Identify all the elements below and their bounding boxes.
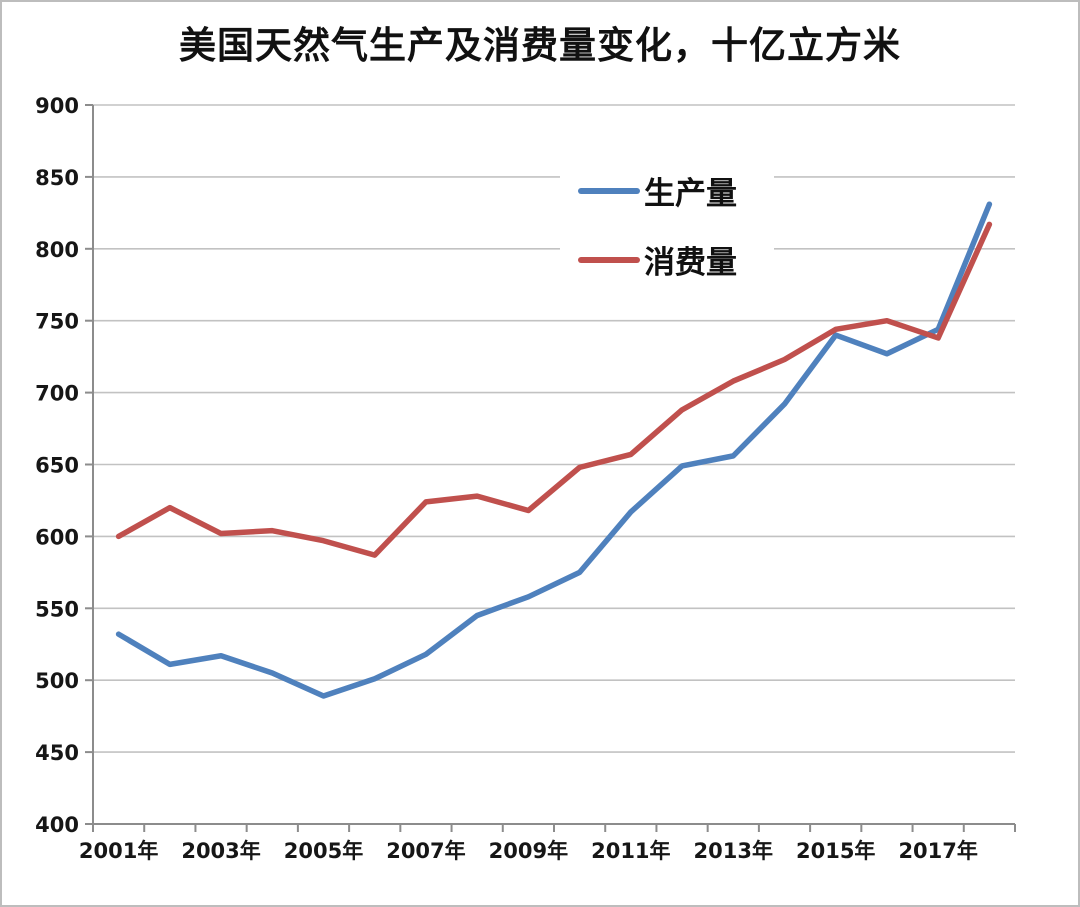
y-tick-label: 650 bbox=[35, 454, 79, 478]
x-tick-label: 2001年 bbox=[79, 839, 158, 863]
x-tick-label: 2011年 bbox=[591, 839, 670, 863]
y-tick-label: 800 bbox=[35, 238, 79, 262]
x-tick-label: 2007年 bbox=[386, 839, 465, 863]
legend-label-production: 生产量 bbox=[644, 176, 737, 211]
x-tick-label: 2017年 bbox=[898, 839, 977, 863]
y-tick-label: 850 bbox=[35, 166, 79, 190]
x-tick-label: 2015年 bbox=[796, 839, 875, 863]
x-tick-label: 2005年 bbox=[284, 839, 363, 863]
y-tick-label: 600 bbox=[35, 525, 79, 549]
production-series-line bbox=[115, 201, 993, 699]
legend-label-consumption: 消费量 bbox=[644, 245, 737, 280]
y-tick-label: 700 bbox=[35, 382, 79, 406]
y-tick-label: 550 bbox=[35, 597, 79, 621]
consumption-series-line bbox=[115, 221, 993, 558]
legend: 生产量 消费量 bbox=[560, 150, 774, 296]
y-tick-label: 750 bbox=[35, 310, 79, 334]
x-tick-label: 2003年 bbox=[181, 839, 260, 863]
y-tick-label: 500 bbox=[35, 669, 79, 693]
legend-item-production: 生产量 bbox=[578, 168, 774, 213]
y-tick-label: 400 bbox=[35, 813, 79, 837]
consumption-line-swatch bbox=[578, 256, 640, 263]
x-tick-label: 2013年 bbox=[694, 839, 773, 863]
legend-item-consumption: 消费量 bbox=[578, 237, 774, 282]
production-line-swatch bbox=[578, 187, 640, 194]
x-tick-label: 2009年 bbox=[489, 839, 568, 863]
chart-title: 美国天然气生产及消费量变化，十亿立方米 bbox=[179, 26, 901, 67]
y-tick-label: 900 bbox=[35, 94, 79, 118]
y-tick-label: 450 bbox=[35, 741, 79, 765]
